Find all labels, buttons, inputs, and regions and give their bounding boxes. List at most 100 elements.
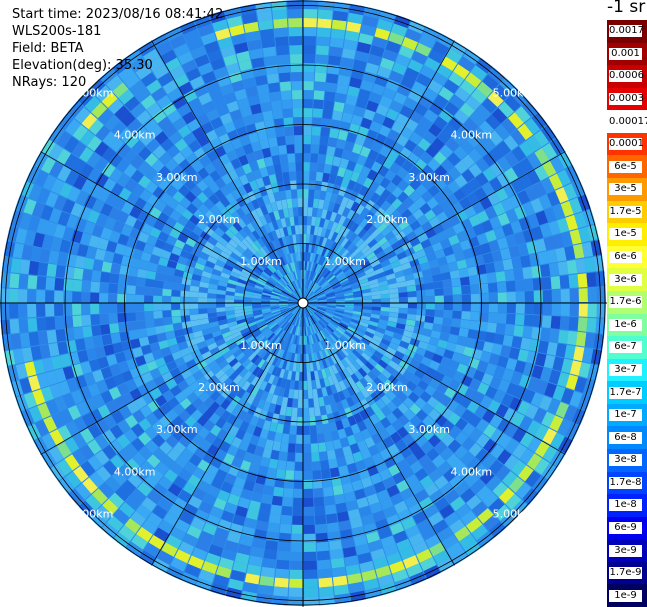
field-cell bbox=[315, 289, 324, 296]
field-cell bbox=[530, 392, 544, 408]
field-cell bbox=[156, 550, 174, 565]
field-cell bbox=[280, 293, 290, 298]
field-cell bbox=[165, 378, 178, 390]
field-cell bbox=[355, 214, 365, 226]
field-cell bbox=[479, 469, 495, 485]
field-cell bbox=[391, 198, 403, 210]
field-cell bbox=[466, 400, 480, 414]
field-cell bbox=[311, 324, 317, 334]
field-cell bbox=[250, 242, 260, 252]
field-cell bbox=[344, 267, 354, 276]
field-cell bbox=[151, 159, 165, 173]
field-cell bbox=[287, 314, 294, 322]
field-cell bbox=[369, 413, 380, 425]
field-cell bbox=[373, 481, 386, 494]
field-cell bbox=[441, 56, 458, 71]
field-cell bbox=[158, 151, 172, 166]
field-cell bbox=[220, 272, 231, 279]
field-cell bbox=[270, 308, 280, 312]
field-cell bbox=[270, 294, 280, 298]
field-cell bbox=[343, 103, 356, 115]
field-cell bbox=[354, 250, 364, 260]
field-cell bbox=[400, 126, 414, 140]
field-cell bbox=[419, 391, 432, 403]
field-cell bbox=[304, 261, 308, 271]
start-time-text: Start time: 2023/08/16 08:41:42 bbox=[12, 7, 224, 22]
field-cell bbox=[532, 277, 543, 291]
field-cell bbox=[289, 315, 295, 324]
field-cell bbox=[500, 198, 514, 212]
field-cell bbox=[168, 504, 183, 519]
field-cell bbox=[432, 223, 445, 235]
field-cell bbox=[66, 378, 79, 393]
field-cell bbox=[140, 94, 156, 110]
field-cell bbox=[334, 223, 343, 234]
field-cell bbox=[405, 118, 419, 132]
field-cell bbox=[225, 295, 235, 300]
field-cell bbox=[423, 350, 435, 360]
colorbar-segment: 0.0001 bbox=[607, 132, 647, 156]
field-cell bbox=[337, 258, 346, 267]
field-cell bbox=[298, 317, 301, 327]
field-cell bbox=[306, 290, 313, 299]
field-cell bbox=[256, 320, 266, 327]
field-cell bbox=[296, 425, 303, 435]
field-cell bbox=[100, 324, 111, 335]
field-cell bbox=[434, 440, 448, 455]
field-cell bbox=[129, 228, 141, 240]
field-cell bbox=[410, 374, 422, 386]
field-cell bbox=[303, 452, 312, 462]
field-cell bbox=[303, 243, 306, 253]
field-cell bbox=[141, 223, 153, 235]
field-cell bbox=[177, 103, 192, 117]
field-cell bbox=[476, 360, 489, 373]
field-cell bbox=[315, 235, 321, 245]
field-cell bbox=[340, 347, 350, 357]
field-cell bbox=[347, 256, 357, 266]
field-cell bbox=[264, 55, 277, 66]
field-cell bbox=[434, 165, 448, 178]
field-cell bbox=[320, 460, 330, 470]
field-cell bbox=[72, 279, 83, 292]
field-cell bbox=[378, 319, 389, 326]
field-cell bbox=[174, 203, 187, 215]
field-cell bbox=[183, 28, 200, 43]
field-cell bbox=[461, 437, 476, 451]
field-cell bbox=[256, 158, 266, 169]
field-cell bbox=[371, 432, 383, 445]
field-cell bbox=[281, 199, 288, 210]
field-cell bbox=[460, 139, 475, 154]
field-cell bbox=[357, 274, 368, 282]
field-cell bbox=[333, 584, 349, 596]
field-cell bbox=[508, 347, 521, 360]
field-cell bbox=[177, 489, 192, 504]
field-cell bbox=[303, 336, 306, 345]
field-cell bbox=[437, 339, 448, 349]
field-cell bbox=[300, 279, 303, 289]
field-cell bbox=[366, 327, 376, 335]
field-cell bbox=[415, 283, 426, 291]
field-cell bbox=[162, 80, 178, 95]
field-cell bbox=[114, 351, 127, 364]
field-cell bbox=[230, 328, 240, 335]
field-cell bbox=[273, 404, 282, 415]
field-cell bbox=[335, 304, 345, 308]
field-cell bbox=[276, 328, 284, 337]
field-cell bbox=[126, 192, 140, 206]
field-cell bbox=[401, 36, 418, 51]
field-cell bbox=[333, 342, 341, 352]
field-cell bbox=[241, 215, 251, 226]
field-cell bbox=[397, 414, 410, 427]
field-cell bbox=[245, 284, 255, 290]
field-cell bbox=[383, 476, 396, 490]
field-cell bbox=[297, 252, 301, 262]
field-cell bbox=[158, 257, 169, 267]
field-cell bbox=[321, 387, 328, 397]
field-cell bbox=[162, 490, 178, 505]
field-cell bbox=[126, 294, 136, 303]
field-cell bbox=[407, 303, 417, 309]
field-cell bbox=[119, 502, 135, 518]
colorbar-segment: 6e-6 bbox=[607, 245, 647, 269]
field-cell bbox=[272, 9, 287, 20]
field-cell bbox=[352, 290, 363, 295]
